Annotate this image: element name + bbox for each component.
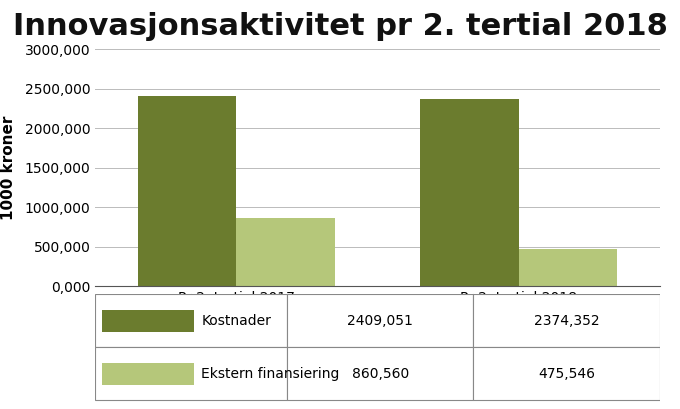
Text: Kostnader: Kostnader xyxy=(201,314,271,328)
Text: 860,560: 860,560 xyxy=(352,367,409,381)
Bar xyxy=(137,96,237,286)
Text: 475,546: 475,546 xyxy=(538,367,595,381)
Bar xyxy=(287,348,473,400)
Bar xyxy=(473,348,660,400)
Text: Ekstern finansiering: Ekstern finansiering xyxy=(201,367,340,381)
Bar xyxy=(420,99,518,286)
Text: Innovasjonsaktivitet pr 2. tertial 2018: Innovasjonsaktivitet pr 2. tertial 2018 xyxy=(12,12,668,41)
Text: 2409,051: 2409,051 xyxy=(347,314,413,328)
Bar xyxy=(102,310,194,332)
Text: 2374,352: 2374,352 xyxy=(534,314,599,328)
Bar xyxy=(95,294,287,348)
Y-axis label: 1000 kroner: 1000 kroner xyxy=(1,115,16,220)
Bar xyxy=(102,363,194,384)
Bar xyxy=(237,218,335,286)
Bar xyxy=(473,294,660,348)
Bar xyxy=(287,294,473,348)
Bar xyxy=(518,249,617,286)
Bar xyxy=(95,348,287,400)
